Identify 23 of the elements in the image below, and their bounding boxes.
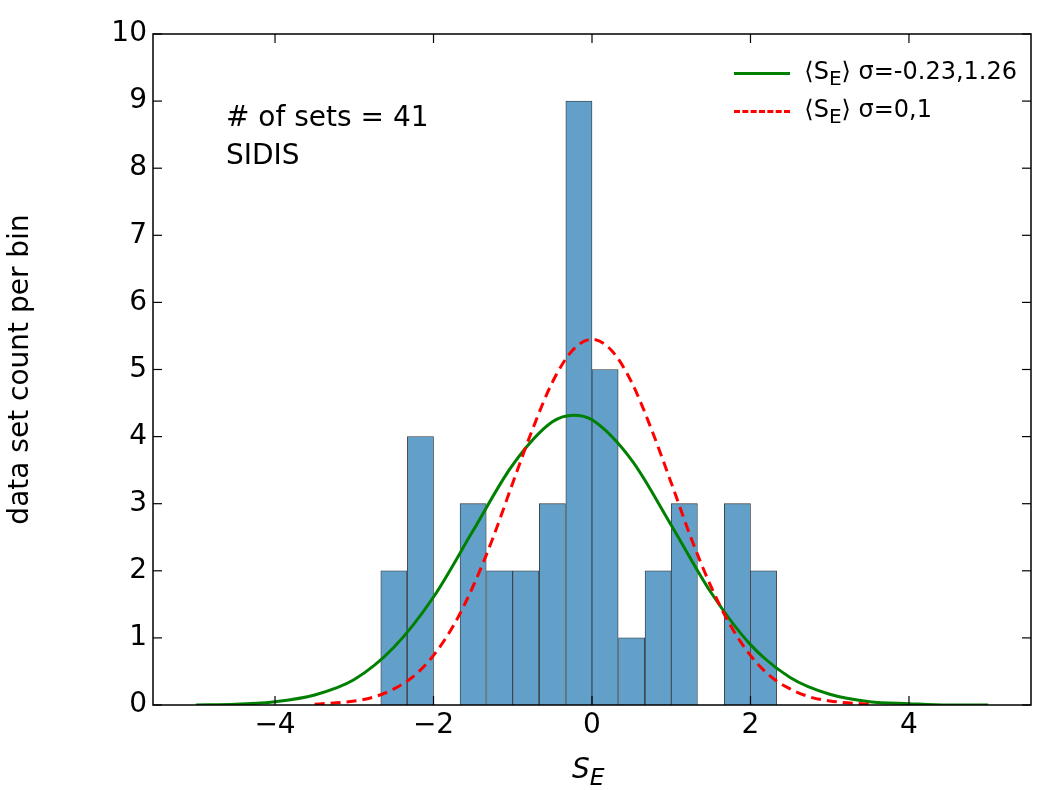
x-axis-title: S$_{E}$ — [572, 752, 605, 790]
y-tick-label: 4 — [129, 417, 147, 451]
x-tick-label: 4 — [900, 707, 918, 741]
legend-label: ⟨S$_{E}$⟩ σ=0,1 — [804, 94, 932, 128]
annotation: SIDIS — [226, 137, 301, 173]
y-tick-label: 5 — [129, 350, 147, 384]
x-tick-label: −2 — [412, 707, 455, 741]
line-series — [313, 337, 871, 705]
y-axis-title: data set count per bin — [2, 214, 36, 525]
y-tick-label: 7 — [129, 216, 147, 250]
x-tick-label: 2 — [741, 707, 760, 741]
x-tick-label: −4 — [254, 707, 296, 741]
y-tick-label: 6 — [129, 283, 147, 317]
y-tick-label: 3 — [129, 484, 147, 518]
y-tick-label: 2 — [129, 552, 147, 586]
x-tick-label: 0 — [583, 707, 601, 741]
y-tick-label: 1 — [129, 619, 147, 653]
y-tick-label: 0 — [129, 686, 147, 720]
y-tick-label: 8 — [129, 149, 147, 183]
annotation: # of sets = 41 — [226, 99, 429, 135]
y-tick-label: 10 — [111, 15, 147, 49]
y-tick-label: 9 — [129, 82, 147, 116]
legend-label: ⟨S$_{E}$⟩ σ=-0.23,1.26 — [804, 56, 1017, 90]
